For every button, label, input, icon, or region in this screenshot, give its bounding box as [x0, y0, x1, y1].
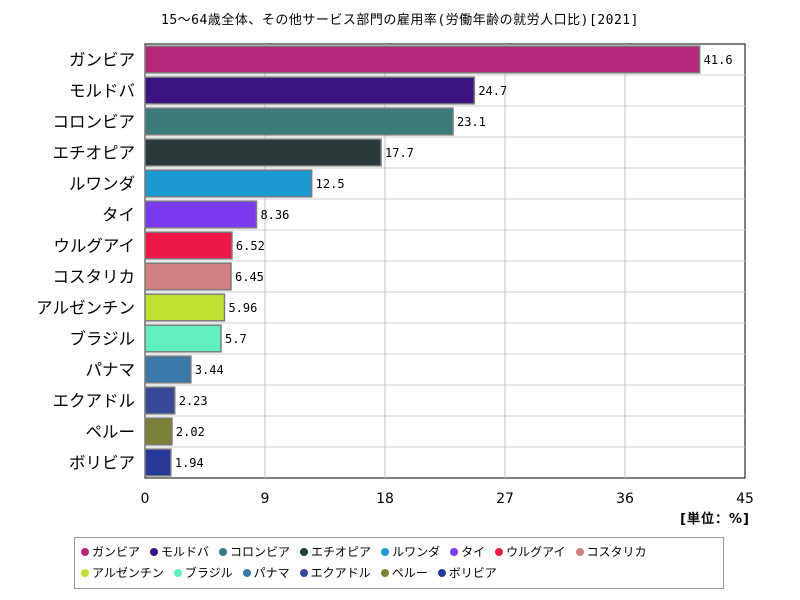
data-label: 3.44 [195, 363, 224, 377]
legend-swatch [173, 568, 182, 577]
data-label: 12.5 [316, 177, 345, 191]
x-tick-label: 45 [736, 491, 754, 507]
data-label: 2.02 [176, 425, 205, 439]
bar [144, 262, 232, 291]
unit-label: [単位：%] [680, 512, 750, 527]
legend-swatch [300, 547, 309, 556]
bar [144, 138, 382, 167]
category-label: タイ [102, 206, 135, 225]
legend-item: ルワンダ [381, 541, 440, 562]
data-label: 41.6 [704, 53, 733, 67]
x-tick-label: 0 [141, 491, 150, 507]
category-label: モルドバ [69, 82, 135, 101]
data-label: 5.7 [225, 332, 247, 346]
legend-swatch [380, 568, 389, 577]
legend-item: エクアドル [299, 562, 371, 583]
bar [144, 45, 701, 74]
category-label: ガンビア [69, 51, 135, 70]
legend-swatch [242, 568, 251, 577]
legend-label: パナマ [253, 566, 290, 580]
bar [144, 324, 222, 353]
chart-title: 15〜64歳全体、その他サービス部門の雇用率(労働年齢の就労人口比)[2021] [161, 13, 639, 28]
legend: ガンビア モルドバ コロンビア エチオピア ルワンダ タイ ウルグアイ コスタリカアルゼンチン… [74, 537, 724, 589]
legend-label: ブラジル [184, 566, 233, 580]
legend-item: コスタリカ [575, 541, 647, 562]
legend-swatch [575, 547, 584, 556]
x-tick-label: 36 [616, 491, 634, 507]
bar [144, 417, 173, 446]
category-label: ペルー [86, 423, 136, 442]
legend-item: ウルグアイ [495, 541, 566, 562]
bar [144, 200, 258, 229]
legend-label: エクアドル [310, 566, 371, 580]
bar [144, 293, 226, 322]
data-label: 6.45 [235, 270, 264, 284]
x-tick-label: 9 [261, 491, 270, 507]
legend-item: モルドバ [150, 541, 209, 562]
data-label: 5.96 [228, 301, 257, 315]
legend-label: アルゼンチン [92, 566, 164, 580]
bar [144, 169, 313, 198]
category-label: ウルグアイ [53, 237, 135, 256]
legend-item: ガンビア [81, 541, 140, 562]
value-labels: 41.6 24.7 23.1 17.7 12.5 8.36 6.52 6.45 5.96 5.7 3… [175, 53, 733, 470]
data-label: 2.23 [179, 394, 208, 408]
legend-label: コロンビア [230, 545, 291, 559]
x-tick-labels: 0 9 18 27 36 45 [141, 491, 754, 507]
category-label: ブラジル [69, 329, 135, 349]
legend-label: ペルー [391, 566, 428, 580]
category-label: エチオピア [53, 144, 136, 163]
legend-label: タイ [461, 545, 486, 559]
legend-swatch [81, 547, 89, 556]
x-tick-label: 18 [376, 491, 394, 507]
data-label: 17.7 [385, 146, 414, 160]
legend-label: ルワンダ [392, 545, 441, 559]
legend-swatch [219, 547, 228, 556]
data-label: 23.1 [457, 115, 486, 129]
legend-label: ウルグアイ [506, 545, 566, 559]
legend-label: コスタリカ [586, 545, 647, 559]
data-label: 1.94 [175, 456, 204, 470]
legend-label: ガンビア [92, 545, 141, 559]
legend-label: モルドバ [161, 545, 210, 559]
bar [144, 107, 454, 136]
legend-item: エチオピア [300, 541, 371, 562]
legend-item: ブラジル [173, 562, 233, 583]
legend-label: ボリビア [448, 566, 497, 580]
category-label: ルワンダ [69, 175, 135, 194]
bar [144, 76, 476, 105]
category-labels: ガンビアモルドバコロンビアエチオピアルワンダタイウルグアイコスタリカアルゼンチン… [36, 51, 135, 473]
legend-item: アルゼンチン [81, 562, 164, 583]
category-label: パナマ [86, 361, 136, 380]
category-label: エクアドル [53, 392, 136, 411]
x-tick-label: 27 [496, 491, 514, 507]
bar [144, 386, 176, 415]
legend-label: エチオピア [311, 545, 372, 559]
bar [144, 355, 192, 384]
legend-swatch [450, 547, 459, 556]
bar [144, 448, 172, 477]
data-label: 8.36 [260, 208, 289, 222]
legend-swatch [381, 547, 390, 556]
legend-item: コロンビア [219, 541, 290, 562]
category-label: アルゼンチン [36, 299, 135, 318]
legend-item: ボリビア [437, 562, 497, 583]
data-label: 6.52 [236, 239, 265, 253]
legend-swatch [495, 547, 504, 556]
data-label: 24.7 [478, 84, 507, 98]
legend-item: パナマ [242, 562, 290, 583]
legend-swatch [299, 568, 308, 577]
legend-item: タイ [450, 541, 485, 562]
legend-swatch [81, 568, 89, 577]
category-label: ボリビア [69, 454, 135, 473]
bar [144, 231, 233, 260]
category-label: コスタリカ [53, 268, 136, 287]
category-label: コロンビア [53, 113, 136, 132]
bars [144, 45, 701, 477]
legend-item: ペルー [380, 562, 428, 583]
legend-swatch [150, 547, 159, 556]
legend-swatch [437, 568, 446, 577]
